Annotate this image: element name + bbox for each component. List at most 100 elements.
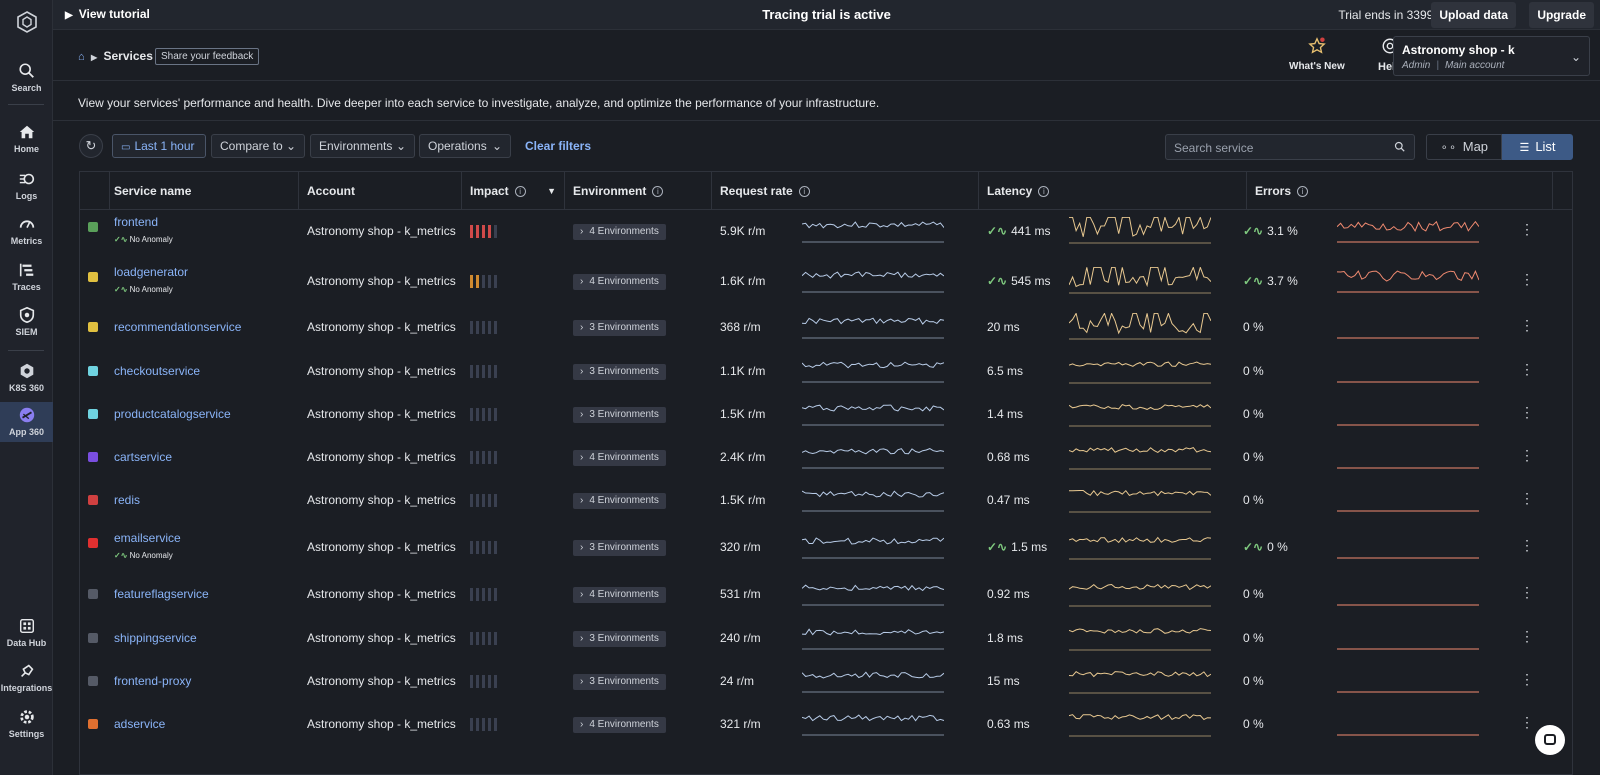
- row-actions-icon[interactable]: ⋮: [1520, 584, 1534, 600]
- row-actions-icon[interactable]: ⋮: [1520, 361, 1534, 377]
- environment-badge[interactable]: › 4 Environments: [573, 224, 666, 240]
- row-actions-icon[interactable]: ⋮: [1520, 221, 1534, 237]
- logo[interactable]: [0, 10, 53, 37]
- whats-new-button[interactable]: What's New: [1289, 37, 1345, 72]
- environment-cell[interactable]: › 3 Environments: [573, 539, 666, 556]
- row-actions-icon[interactable]: ⋮: [1520, 671, 1534, 687]
- sidebar-item-integrations[interactable]: Integrations: [0, 662, 53, 693]
- sidebar-item-metrics[interactable]: Metrics: [0, 215, 53, 246]
- environments-dropdown[interactable]: Environments ⌄: [310, 134, 415, 158]
- share-feedback-button[interactable]: Share your feedback: [155, 48, 260, 65]
- environment-badge[interactable]: › 4 Environments: [573, 493, 666, 509]
- info-icon[interactable]: i: [514, 186, 526, 198]
- row-actions-icon[interactable]: ⋮: [1520, 271, 1534, 287]
- environment-badge[interactable]: › 4 Environments: [573, 717, 666, 733]
- impact-bar: [482, 321, 485, 334]
- environment-cell[interactable]: › 3 Environments: [573, 406, 666, 423]
- sidebar-item-logs[interactable]: Logs: [0, 170, 53, 201]
- column-header-account[interactable]: Account: [299, 172, 462, 210]
- account-selector[interactable]: Astronomy shop - k Admin | Main account ⌄: [1393, 36, 1590, 76]
- sidebar-item-settings[interactable]: Settings: [0, 708, 53, 739]
- environment-badge[interactable]: › 3 Environments: [573, 631, 666, 647]
- sidebar-item-k8s[interactable]: K8S 360: [0, 360, 53, 398]
- environment-badge[interactable]: › 3 Environments: [573, 407, 666, 423]
- service-name-link[interactable]: productcatalogservice: [114, 407, 231, 421]
- column-header-request-rate[interactable]: Request rate i: [712, 172, 979, 210]
- column-header-service-name[interactable]: Service name: [110, 172, 299, 210]
- time-range-picker[interactable]: ▭ Last 1 hour: [112, 134, 206, 158]
- environment-cell[interactable]: › 3 Environments: [573, 673, 666, 690]
- environment-badge[interactable]: › 4 Environments: [573, 450, 666, 466]
- service-name-link[interactable]: redis: [114, 493, 141, 507]
- sidebar-item-app360[interactable]: App 360: [0, 402, 53, 442]
- environment-cell[interactable]: › 4 Environments: [573, 492, 666, 509]
- info-icon[interactable]: i: [652, 186, 664, 198]
- row-actions-icon[interactable]: ⋮: [1520, 490, 1534, 506]
- calendar-icon: ▭: [121, 142, 131, 153]
- compare-to-dropdown[interactable]: Compare to ⌄: [211, 134, 305, 158]
- environment-cell[interactable]: › 3 Environments: [573, 363, 666, 380]
- environment-cell[interactable]: › 3 Environments: [573, 319, 666, 336]
- row-actions-icon[interactable]: ⋮: [1520, 628, 1534, 644]
- environment-badge[interactable]: › 3 Environments: [573, 540, 666, 556]
- map-view-button[interactable]: ⚬⚬ Map: [1426, 134, 1502, 160]
- service-name-link[interactable]: frontend: [114, 215, 159, 229]
- service-name-link[interactable]: frontend-proxy: [114, 674, 192, 688]
- service-name-link[interactable]: recommendationservice: [114, 320, 242, 334]
- column-header-latency[interactable]: Latency i: [979, 172, 1247, 210]
- home-icon[interactable]: ⌂: [78, 51, 85, 63]
- list-view-button[interactable]: ☰ List: [1502, 134, 1573, 160]
- column-header-errors[interactable]: Errors i: [1247, 172, 1553, 210]
- operations-dropdown[interactable]: Operations ⌄: [419, 134, 511, 158]
- sidebar-item-search[interactable]: Search: [0, 62, 53, 93]
- row-actions-icon[interactable]: ⋮: [1520, 537, 1534, 553]
- environment-cell[interactable]: › 4 Environments: [573, 449, 666, 466]
- account-role: Admin: [1402, 60, 1431, 71]
- environment-badge[interactable]: › 3 Environments: [573, 364, 666, 380]
- clear-filters-button[interactable]: Clear filters: [525, 139, 592, 153]
- sidebar-item-siem[interactable]: SIEM: [0, 306, 53, 337]
- sort-down-icon[interactable]: ▼: [547, 186, 556, 196]
- service-name-link[interactable]: shippingservice: [114, 631, 197, 645]
- environment-badge[interactable]: › 3 Environments: [573, 320, 666, 336]
- info-icon[interactable]: i: [1297, 186, 1309, 198]
- environment-badge[interactable]: › 3 Environments: [573, 674, 666, 690]
- environment-badge[interactable]: › 4 Environments: [573, 274, 666, 290]
- upload-data-button[interactable]: Upload data: [1431, 2, 1516, 28]
- service-name-link[interactable]: cartservice: [114, 450, 173, 464]
- errors-value: 3.1 %: [1267, 224, 1298, 238]
- column-header-environment[interactable]: Environment i: [565, 172, 712, 210]
- info-icon[interactable]: i: [1038, 186, 1050, 198]
- impact-bar: [482, 365, 485, 378]
- row-actions-icon[interactable]: ⋮: [1520, 714, 1534, 730]
- sidebar-item-datahub[interactable]: Data Hub: [0, 617, 53, 648]
- environment-cell[interactable]: › 4 Environments: [573, 716, 666, 733]
- sidebar-item-home[interactable]: Home: [0, 123, 53, 154]
- column-header-impact[interactable]: Impact i ▼: [462, 172, 565, 210]
- upgrade-button[interactable]: Upgrade: [1529, 2, 1594, 28]
- request-rate-sparkline: [802, 490, 944, 512]
- service-name-link[interactable]: featureflagservice: [114, 587, 209, 601]
- environment-cell[interactable]: › 4 Environments: [573, 273, 666, 290]
- row-actions-icon[interactable]: ⋮: [1520, 404, 1534, 420]
- service-name-link[interactable]: adservice: [114, 717, 166, 731]
- refresh-button[interactable]: ↻: [79, 134, 103, 158]
- environment-cell[interactable]: › 3 Environments: [573, 630, 666, 647]
- chat-button[interactable]: [1535, 725, 1565, 755]
- environment-badge[interactable]: › 4 Environments: [573, 587, 666, 603]
- info-icon[interactable]: i: [798, 186, 810, 198]
- request-rate-value: 24 r/m: [720, 674, 755, 688]
- impact-bar: [488, 588, 491, 601]
- environment-cell[interactable]: › 4 Environments: [573, 223, 666, 240]
- sidebar-item-traces[interactable]: Traces: [0, 261, 53, 292]
- account-cell: Astronomy shop - k_metrics: [307, 320, 456, 334]
- service-name-link[interactable]: loadgenerator: [114, 265, 189, 279]
- impact-bar: [476, 675, 479, 688]
- environment-cell[interactable]: › 4 Environments: [573, 586, 666, 603]
- service-name-link[interactable]: checkoutservice: [114, 364, 201, 378]
- row-actions-icon[interactable]: ⋮: [1520, 317, 1534, 333]
- search-input[interactable]: Search service: [1165, 134, 1415, 160]
- row-actions-icon[interactable]: ⋮: [1520, 447, 1534, 463]
- view-tutorial-button[interactable]: ▶ View tutorial: [65, 7, 150, 21]
- service-name-link[interactable]: emailservice: [114, 531, 181, 545]
